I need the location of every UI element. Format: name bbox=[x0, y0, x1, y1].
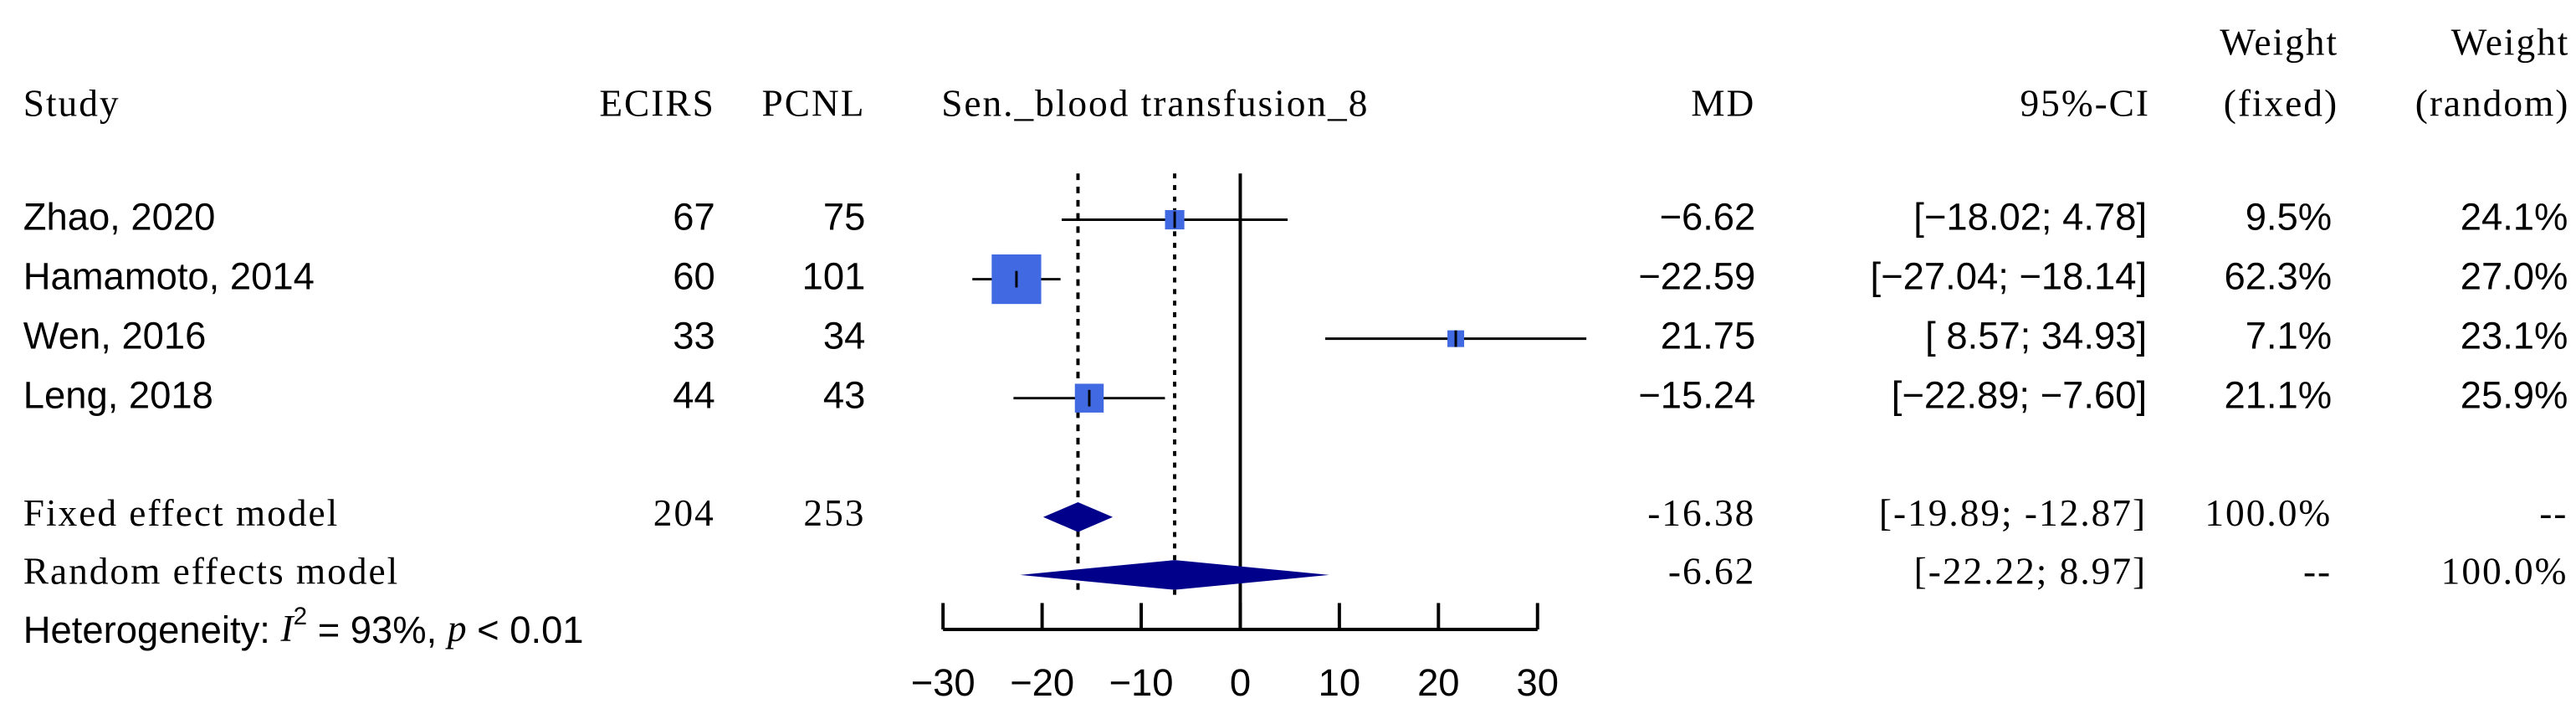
ci-value: [-22.22; 8.97] bbox=[1914, 550, 2147, 592]
model-diamond bbox=[1042, 502, 1114, 532]
het-symbol: p bbox=[445, 608, 467, 650]
row-name: Random effects model bbox=[23, 550, 399, 592]
het-text: < 0.01 bbox=[467, 609, 584, 651]
plot-title: Sen._blood transfusion_8 bbox=[941, 83, 1369, 125]
md-value: −22.59 bbox=[1638, 255, 1755, 298]
md-value: 21.75 bbox=[1661, 315, 1756, 357]
md-value: −6.62 bbox=[1659, 196, 1755, 239]
weight-random: 27.0% bbox=[2461, 255, 2568, 298]
header-ecirs: ECIRS bbox=[599, 83, 714, 125]
header-weight: (fixed) bbox=[2224, 83, 2338, 125]
n-pcnl: 43 bbox=[823, 374, 865, 417]
header-md: MD bbox=[1691, 83, 1755, 125]
n-pcnl: 101 bbox=[802, 255, 866, 298]
heterogeneity: Heterogeneity: I2 = 93%, p < 0.01 bbox=[23, 603, 584, 651]
weight-fixed: 7.1% bbox=[2246, 315, 2332, 357]
row-name: Wen, 2016 bbox=[23, 315, 207, 357]
weight-random: -- bbox=[2539, 492, 2568, 534]
ci-value: [−27.04; −18.14] bbox=[1871, 255, 2148, 298]
weight-fixed: 9.5% bbox=[2246, 196, 2332, 239]
n-ecirs: 60 bbox=[673, 255, 714, 298]
weight-fixed: 62.3% bbox=[2224, 255, 2332, 298]
x-tick-label: −30 bbox=[911, 661, 976, 704]
weight-fixed: 21.1% bbox=[2224, 374, 2332, 417]
x-tick-label: −20 bbox=[1010, 661, 1074, 704]
het-sup: 2 bbox=[294, 603, 307, 630]
weight-fixed: 100.0% bbox=[2205, 492, 2332, 534]
x-tick-label: 20 bbox=[1417, 661, 1459, 704]
header-pcnl: PCNL bbox=[762, 83, 866, 125]
header-weight: Weight bbox=[2220, 22, 2338, 64]
row-name: Zhao, 2020 bbox=[23, 196, 216, 239]
n-pcnl: 253 bbox=[803, 492, 865, 534]
header-weight: (random) bbox=[2415, 83, 2570, 125]
ci-value: [-19.89; -12.87] bbox=[1879, 492, 2147, 534]
header-weight: Weight bbox=[2451, 22, 2570, 64]
weight-random: 24.1% bbox=[2461, 196, 2568, 239]
weight-random: 25.9% bbox=[2461, 374, 2568, 417]
n-pcnl: 34 bbox=[823, 315, 865, 357]
header-study: Study bbox=[23, 83, 120, 125]
header-ci: 95%-CI bbox=[2020, 83, 2151, 125]
x-tick-label: 30 bbox=[1516, 661, 1558, 704]
row-name: Fixed effect model bbox=[23, 492, 339, 534]
n-pcnl: 75 bbox=[823, 196, 865, 239]
model-diamond bbox=[1020, 560, 1329, 590]
het-text: = 93%, bbox=[307, 609, 448, 651]
md-value: −15.24 bbox=[1638, 374, 1755, 417]
row-name: Hamamoto, 2014 bbox=[23, 255, 315, 298]
het-symbol: I bbox=[279, 608, 294, 650]
n-ecirs: 44 bbox=[673, 374, 714, 417]
weight-random: 100.0% bbox=[2441, 550, 2568, 592]
md-value: -6.62 bbox=[1668, 550, 1755, 592]
weight-random: 23.1% bbox=[2461, 315, 2568, 357]
md-value: -16.38 bbox=[1647, 492, 1755, 534]
ci-value: [ 8.57; 34.93] bbox=[1925, 315, 2147, 357]
het-text: Heterogeneity: bbox=[23, 609, 281, 651]
n-ecirs: 67 bbox=[673, 196, 714, 239]
n-ecirs: 204 bbox=[653, 492, 715, 534]
weight-fixed: -- bbox=[2303, 550, 2332, 592]
ci-value: [−18.02; 4.78] bbox=[1913, 196, 2147, 239]
row-name: Leng, 2018 bbox=[23, 374, 213, 417]
ci-value: [−22.89; −7.60] bbox=[1892, 374, 2147, 417]
x-tick-label: −10 bbox=[1109, 661, 1174, 704]
x-tick-label: 0 bbox=[1230, 661, 1251, 704]
n-ecirs: 33 bbox=[673, 315, 714, 357]
x-tick-label: 10 bbox=[1319, 661, 1360, 704]
